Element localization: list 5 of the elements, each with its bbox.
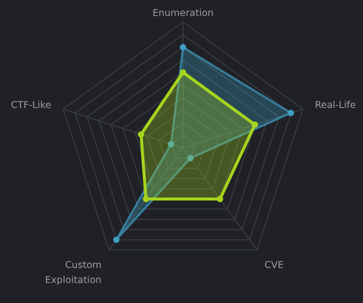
- spoke-label: CVE: [264, 260, 284, 272]
- spoke-label: Real-Life: [314, 100, 356, 112]
- spoke-label: Enumeration: [152, 8, 214, 20]
- spoke-label: Custom Exploitation: [45, 260, 102, 286]
- spoke-label: CTF-Like: [10, 100, 52, 112]
